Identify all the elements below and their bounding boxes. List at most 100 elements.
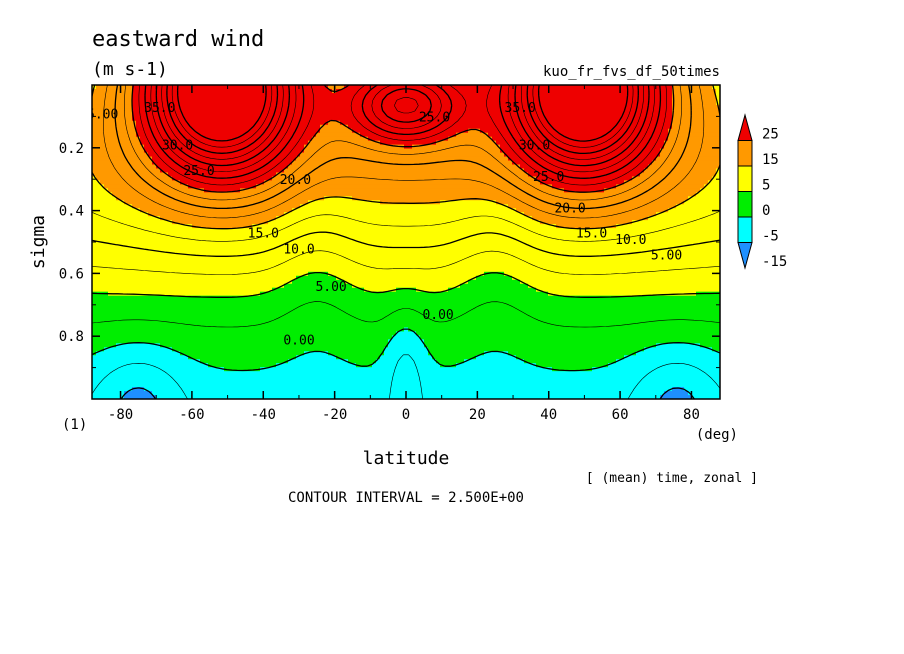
field-cell	[168, 395, 173, 399]
field-cell	[172, 144, 177, 150]
field-cell	[116, 383, 121, 388]
field-cell	[140, 371, 145, 376]
field-cell	[140, 136, 145, 142]
field-cell	[340, 236, 345, 241]
field-cell	[160, 335, 165, 340]
field-cell	[188, 315, 193, 321]
field-cell	[108, 92, 113, 98]
field-cell	[292, 184, 297, 189]
field-cell	[336, 251, 341, 257]
field-cell	[196, 383, 201, 388]
field-cell	[180, 196, 185, 201]
field-cell	[328, 200, 333, 205]
field-cell	[296, 104, 301, 110]
field-cell	[196, 140, 201, 146]
field-cell	[312, 263, 317, 269]
field-cell	[340, 152, 345, 158]
field-cell	[248, 240, 253, 245]
field-cell	[96, 359, 101, 364]
field-cell	[220, 116, 225, 122]
field-cell	[228, 323, 233, 329]
field-cell	[128, 327, 133, 333]
field-cell	[324, 375, 329, 380]
field-cell	[108, 315, 113, 321]
field-cell	[272, 343, 277, 348]
field-cell	[292, 311, 297, 317]
field-cell	[96, 243, 101, 249]
field-cell	[104, 287, 109, 293]
field-cell	[228, 379, 233, 384]
field-cell	[152, 299, 157, 305]
field-cell	[264, 379, 269, 384]
field-cell	[228, 371, 233, 376]
field-cell	[240, 311, 245, 317]
field-cell	[332, 212, 337, 217]
field-cell	[272, 323, 277, 329]
field-cell	[100, 263, 105, 269]
field-cell	[328, 303, 333, 309]
field-cell	[264, 172, 269, 178]
field-cell	[332, 112, 337, 118]
field-cell	[244, 192, 249, 197]
field-cell	[324, 255, 329, 261]
field-cell	[332, 303, 337, 309]
field-cell	[328, 359, 333, 364]
field-cell	[136, 152, 141, 158]
field-cell	[288, 180, 293, 185]
field-cell	[200, 295, 205, 301]
field-cell	[160, 156, 165, 162]
field-cell	[192, 263, 197, 269]
field-cell	[148, 136, 153, 142]
field-cell	[280, 291, 285, 297]
field-cell	[272, 327, 277, 333]
field-cell	[200, 232, 205, 237]
field-cell	[212, 243, 217, 249]
field-cell	[192, 104, 197, 110]
field-cell	[152, 375, 157, 380]
field-cell	[136, 339, 141, 344]
field-cell	[116, 267, 121, 273]
field-cell	[196, 220, 201, 225]
field-cell	[296, 327, 301, 333]
field-cell	[336, 220, 341, 225]
field-cell	[320, 132, 325, 138]
field-cell	[180, 347, 185, 352]
field-cell	[228, 267, 233, 273]
field-cell	[104, 160, 109, 166]
field-cell	[284, 108, 289, 114]
field-cell	[152, 307, 157, 313]
field-cell	[188, 387, 193, 392]
field-cell	[180, 88, 185, 94]
field-cell	[308, 359, 313, 364]
field-cell	[112, 180, 117, 185]
field-cell	[104, 315, 109, 321]
field-cell	[284, 363, 289, 368]
field-cell	[180, 355, 185, 360]
field-cell	[232, 160, 237, 166]
field-cell	[332, 243, 337, 249]
field-cell	[160, 96, 165, 102]
field-cell	[96, 96, 101, 102]
field-cell	[212, 283, 217, 289]
field-cell	[220, 85, 225, 90]
field-cell	[336, 339, 341, 344]
field-cell	[208, 228, 213, 233]
field-cell	[272, 375, 277, 380]
field-cell	[236, 228, 241, 233]
field-cell	[180, 140, 185, 146]
field-cell	[232, 251, 237, 257]
field-cell	[208, 351, 213, 356]
field-cell	[104, 335, 109, 340]
field-cell	[152, 335, 157, 340]
field-cell	[192, 283, 197, 289]
field-cell	[108, 331, 113, 336]
field-cell	[116, 192, 121, 197]
field-cell	[108, 96, 113, 102]
field-cell	[332, 315, 337, 321]
field-cell	[100, 164, 105, 170]
field-cell	[104, 172, 109, 178]
field-cell	[108, 116, 113, 122]
field-cell	[156, 303, 161, 309]
field-cell	[208, 232, 213, 237]
field-cell	[184, 343, 189, 348]
